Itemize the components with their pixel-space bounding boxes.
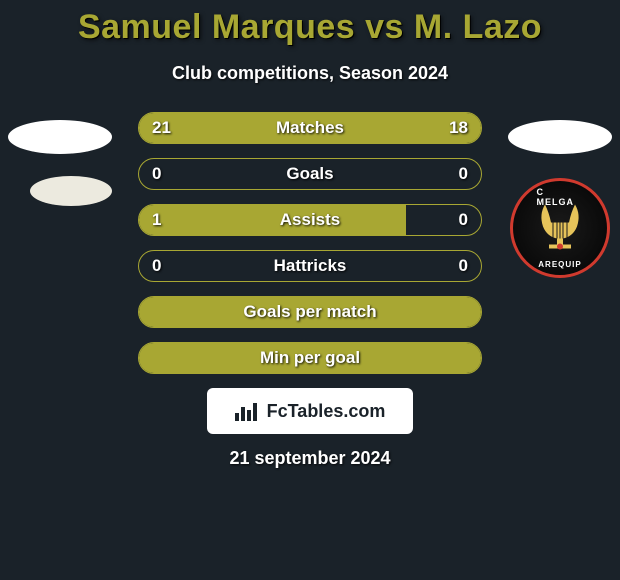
stat-label: Min per goal <box>260 348 360 368</box>
stat-row: Min per goal <box>138 342 482 374</box>
stat-row: Goals per match <box>138 296 482 328</box>
stat-label: Goals <box>286 164 333 184</box>
stat-value-right: 18 <box>449 118 468 138</box>
stat-value-left: 0 <box>152 256 161 276</box>
player-left-oval-1 <box>8 120 112 154</box>
lyre-icon <box>537 201 583 251</box>
stat-value-right: 0 <box>459 210 468 230</box>
page-subtitle: Club competitions, Season 2024 <box>172 63 448 84</box>
crest-bottom-text: AREQUIP <box>538 260 581 269</box>
stat-value-right: 0 <box>459 164 468 184</box>
stat-value-left: 0 <box>152 164 161 184</box>
stat-bar-left <box>139 205 406 235</box>
date-text: 21 september 2024 <box>229 448 390 469</box>
stat-row: Goals 0 0 <box>138 158 482 190</box>
bars-icon <box>235 401 261 421</box>
player-left-oval-2 <box>30 176 112 206</box>
stat-label: Goals per match <box>243 302 376 322</box>
stat-label: Matches <box>276 118 344 138</box>
stat-row: Assists 1 0 <box>138 204 482 236</box>
stat-label: Assists <box>280 210 340 230</box>
brand-badge: FcTables.com <box>207 388 413 434</box>
player-right-oval <box>508 120 612 154</box>
club-crest-right: C MELGA AREQUIP <box>510 178 610 278</box>
stat-row: Hattricks 0 0 <box>138 250 482 282</box>
brand-text: FcTables.com <box>267 401 386 422</box>
page-title: Samuel Marques vs M. Lazo <box>78 8 542 47</box>
comparison-card: Samuel Marques vs M. Lazo Club competiti… <box>0 0 620 580</box>
stats-list: Matches2118Goals00Assists10Hattricks00Go… <box>138 112 482 374</box>
stat-value-left: 1 <box>152 210 161 230</box>
stat-label: Hattricks <box>274 256 347 276</box>
stat-value-left: 21 <box>152 118 171 138</box>
stat-value-right: 0 <box>459 256 468 276</box>
stat-row: Matches 21 18 <box>138 112 482 144</box>
